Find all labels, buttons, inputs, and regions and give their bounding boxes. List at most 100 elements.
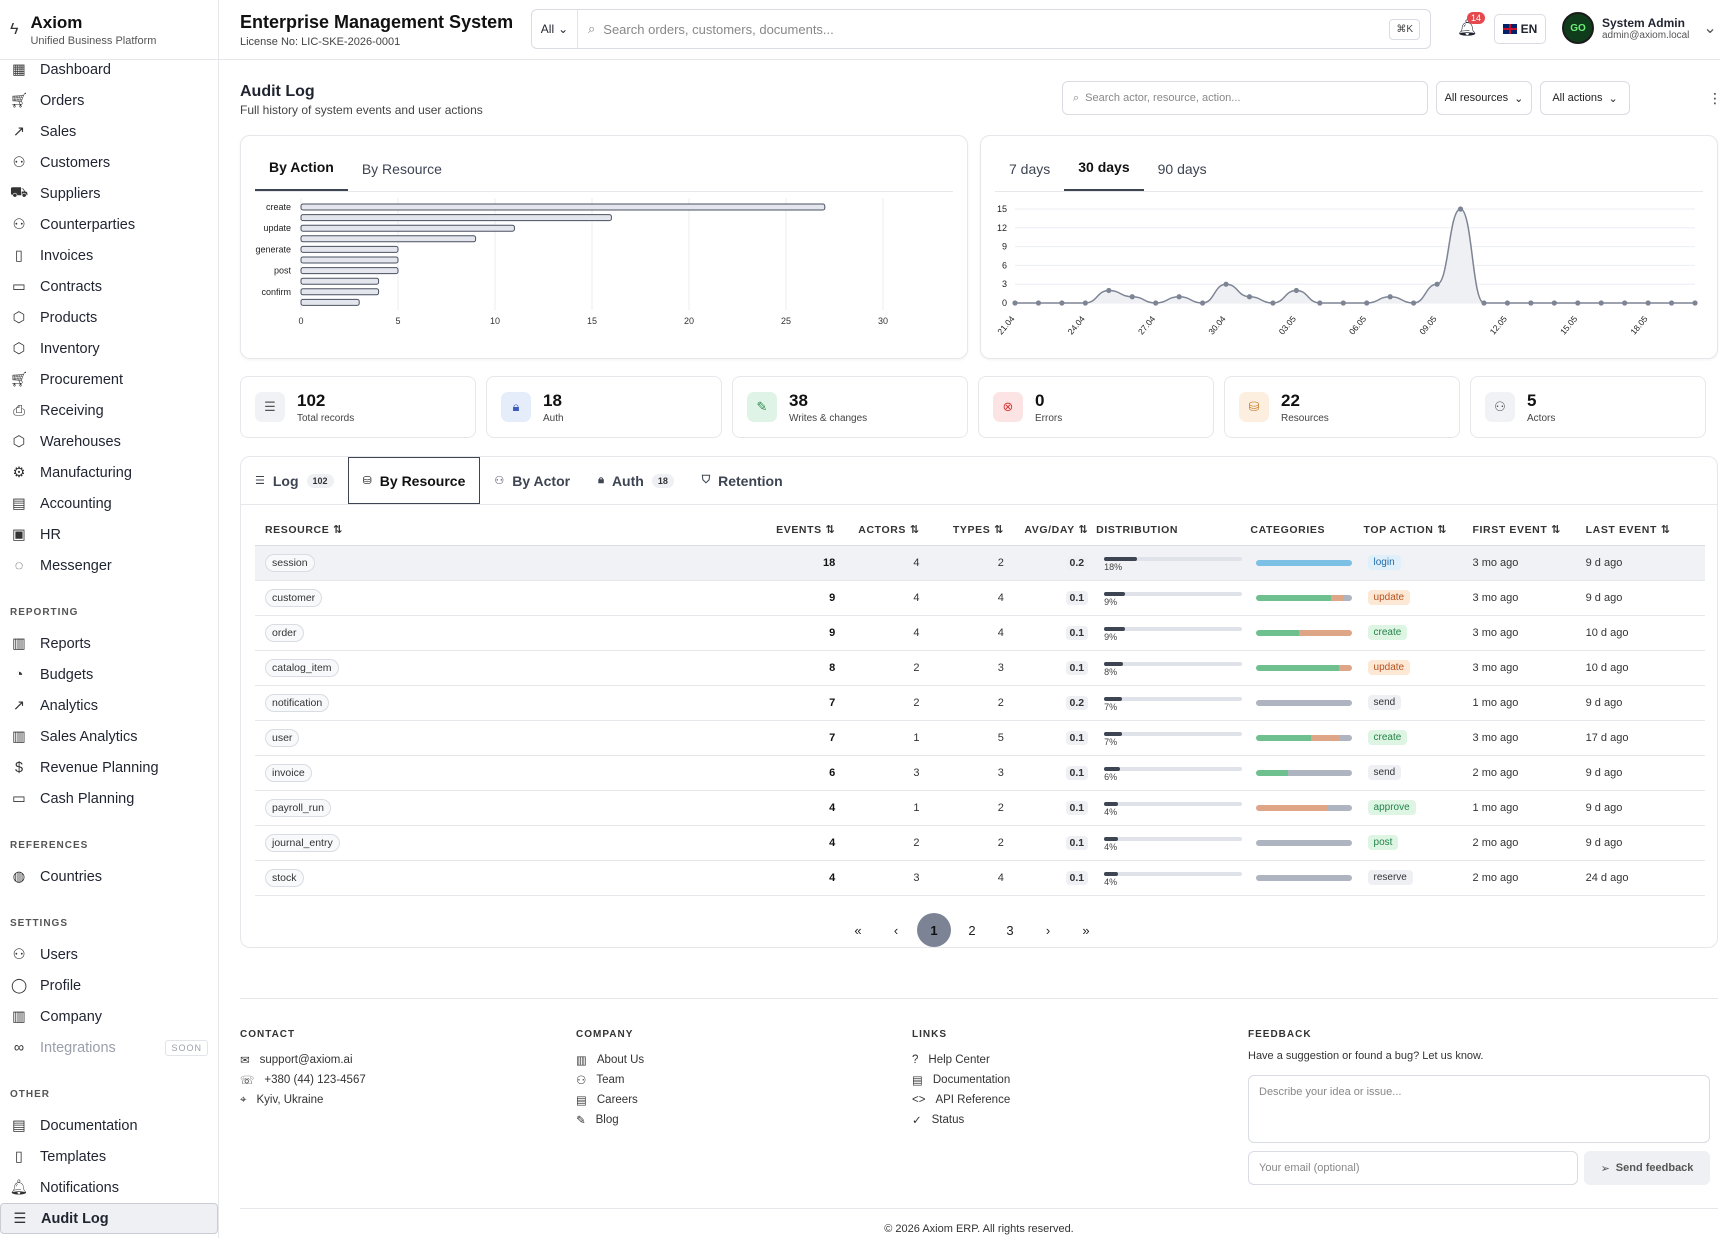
column-header-events[interactable]: EVENTS ⇅: [760, 515, 844, 546]
sort-icon[interactable]: ⇅: [906, 524, 920, 537]
sidebar-item-cash-planning[interactable]: ▭ Cash Planning: [0, 783, 218, 814]
column-header-resource[interactable]: RESOURCE ⇅: [255, 515, 761, 546]
footer-link-blog[interactable]: ✎ Blog: [576, 1110, 644, 1130]
sidebar-item-inventory[interactable]: ⬡ Inventory: [0, 333, 218, 364]
bar[interactable]: [300, 203, 826, 211]
data-point[interactable]: [1598, 300, 1604, 306]
data-point[interactable]: [1528, 300, 1534, 306]
sidebar-item-integrations[interactable]: ∞ Integrations SOON: [0, 1032, 218, 1063]
next-page-button[interactable]: ›: [1045, 922, 1051, 938]
sort-icon[interactable]: ⇅: [1656, 524, 1671, 537]
sidebar-item-accounting[interactable]: ▤ Accounting: [0, 488, 218, 519]
sidebar-item-orders[interactable]: 🛒︎ Orders: [0, 85, 218, 116]
table-row[interactable]: user 7 1 5 0.1 7% create 3 mo ago 17 d ago: [255, 720, 1705, 756]
sidebar-item-budgets[interactable]: ◔ Budgets: [0, 659, 218, 690]
sidebar-item-sales-analytics[interactable]: ▥ Sales Analytics: [0, 721, 218, 752]
data-point[interactable]: [1387, 294, 1393, 300]
data-point[interactable]: [1645, 300, 1651, 306]
tab-7-days[interactable]: 7 days: [1009, 161, 1051, 177]
footer-link-help[interactable]: ? Help Center: [912, 1050, 1010, 1070]
sidebar-item-notifications[interactable]: 🔔︎ Notifications: [0, 1172, 218, 1203]
sidebar-item-customers[interactable]: ⚇ Customers: [0, 147, 218, 178]
sidebar-item-counterparties[interactable]: ⚇ Counterparties: [0, 209, 218, 240]
column-header-first-event[interactable]: FIRST EVENT ⇅: [1472, 515, 1586, 546]
sidebar-item-receiving[interactable]: ⎙ Receiving: [0, 395, 218, 426]
data-point[interactable]: [1223, 281, 1229, 287]
table-row[interactable]: journal_entry 4 2 2 0.1 4% post 2 mo ago 9 d ago: [255, 825, 1705, 861]
contact-phone[interactable]: ☏ +380 (44) 123-4567: [240, 1070, 366, 1090]
column-header-categories[interactable]: CATEGORIES: [1250, 515, 1364, 546]
last-page-button[interactable]: »: [1082, 922, 1090, 938]
data-point[interactable]: [1317, 300, 1323, 306]
table-row[interactable]: session 18 4 2 0.2 18% login 3 mo ago 9 d ago: [255, 545, 1705, 581]
data-point[interactable]: [1199, 300, 1206, 306]
sidebar-item-procurement[interactable]: 🛒︎ Procurement: [0, 364, 218, 395]
sidebar-item-suppliers[interactable]: ⛟ Suppliers: [0, 178, 218, 209]
feedback-textarea[interactable]: Describe your idea or issue...: [1248, 1075, 1710, 1143]
send-feedback-button[interactable]: ➢ Send feedback: [1584, 1151, 1710, 1185]
data-point[interactable]: [1035, 300, 1042, 306]
data-point[interactable]: [1551, 300, 1557, 306]
sidebar-item-manufacturing[interactable]: ⚙ Manufacturing: [0, 457, 218, 488]
tab-by-resource[interactable]: By Resource: [361, 161, 442, 177]
data-point[interactable]: [1340, 300, 1346, 306]
sidebar-item-audit-log[interactable]: ☰ Audit Log: [0, 1203, 218, 1234]
tab-auth[interactable]: 🔒︎ Auth 18: [584, 457, 688, 504]
data-point[interactable]: [1012, 300, 1018, 306]
language-switcher[interactable]: EN: [1494, 14, 1546, 44]
sidebar-item-templates[interactable]: ▯ Templates: [0, 1141, 218, 1172]
sidebar-item-contracts[interactable]: ▭ Contracts: [0, 271, 218, 302]
contact-email[interactable]: ✉ support@axiom.ai: [240, 1050, 366, 1070]
table-row[interactable]: invoice 6 3 3 0.1 6% send 2 mo ago 9 d ago: [255, 755, 1705, 791]
data-point[interactable]: [1082, 300, 1088, 306]
actions-filter[interactable]: All actions ⌄: [1540, 81, 1630, 115]
footer-link-about[interactable]: ▥ About Us: [576, 1050, 644, 1070]
sidebar-item-revenue-planning[interactable]: $ Revenue Planning: [0, 752, 218, 783]
column-header-distribution[interactable]: DISTRIBUTION: [1096, 515, 1251, 546]
first-page-button[interactable]: «: [854, 922, 862, 938]
sidebar-item-warehouses[interactable]: ⬡ Warehouses: [0, 426, 218, 457]
tab-30-days[interactable]: 30 days: [1064, 159, 1144, 191]
footer-link-docs[interactable]: ▤ Documentation: [912, 1070, 1010, 1090]
data-point[interactable]: [1364, 300, 1370, 306]
data-point[interactable]: [1434, 281, 1440, 287]
column-header-last-event[interactable]: LAST EVENT ⇅: [1585, 515, 1705, 546]
table-row[interactable]: order 9 4 4 0.1 9% create 3 mo ago 10 d ago: [255, 615, 1705, 651]
notifications-button[interactable]: 🔔︎ 14: [1457, 12, 1486, 38]
sort-icon[interactable]: ⇅: [821, 524, 836, 537]
footer-link-status[interactable]: ✓ Status: [912, 1110, 1010, 1130]
sidebar-item-profile[interactable]: ◯ Profile: [0, 970, 218, 1001]
data-point[interactable]: [1504, 300, 1511, 306]
sidebar-item-documentation[interactable]: ▤ Documentation: [0, 1110, 218, 1141]
footer-link-api[interactable]: <> API Reference: [912, 1090, 1010, 1110]
bar[interactable]: [300, 235, 477, 243]
sidebar-item-reports[interactable]: ▥ Reports: [0, 628, 218, 659]
page-2-button[interactable]: 2: [968, 922, 976, 938]
data-point[interactable]: [1457, 206, 1464, 212]
bar[interactable]: [300, 288, 380, 296]
data-point[interactable]: [1293, 287, 1299, 294]
data-point[interactable]: [1106, 287, 1112, 294]
sidebar-item-countries[interactable]: ◍ Countries: [0, 861, 218, 892]
audit-search-input[interactable]: ⌕ Search actor, resource, action...: [1062, 81, 1428, 115]
table-row[interactable]: payroll_run 4 1 2 0.1 4% approve 1 mo ago 9 d ag…: [255, 790, 1705, 826]
column-header-avg-day[interactable]: AVG/DAY ⇅: [1011, 515, 1097, 546]
footer-link-team[interactable]: ⚇ Team: [576, 1070, 644, 1090]
sidebar-item-messenger[interactable]: ◌ Messenger: [0, 550, 218, 581]
bar[interactable]: [300, 256, 399, 264]
column-header-actors[interactable]: ACTORS ⇅: [843, 515, 928, 546]
sort-icon[interactable]: ⇅: [329, 524, 343, 537]
sort-icon[interactable]: ⇅: [1433, 524, 1447, 537]
table-row[interactable]: catalog_item 8 2 3 0.1 8% update 3 mo ago 10 d a…: [255, 650, 1705, 686]
sidebar-item-company[interactable]: ▥ Company: [0, 1001, 218, 1032]
column-header-top-action[interactable]: TOP ACTION ⇅: [1363, 515, 1473, 546]
data-point[interactable]: [1129, 294, 1135, 300]
user-menu[interactable]: GO System Admin admin@axiom.local ⌄: [1562, 12, 1717, 44]
sidebar-item-dashboard[interactable]: ▦ Dashboard: [0, 54, 218, 85]
data-point[interactable]: [1059, 300, 1065, 306]
tab-retention[interactable]: ⛉ Retention: [688, 457, 797, 504]
data-point[interactable]: [1622, 300, 1628, 306]
data-point[interactable]: [1411, 300, 1417, 306]
table-row[interactable]: customer 9 4 4 0.1 9% update 3 mo ago 9 d ago: [255, 580, 1705, 616]
page-3-button[interactable]: 3: [1006, 922, 1014, 938]
